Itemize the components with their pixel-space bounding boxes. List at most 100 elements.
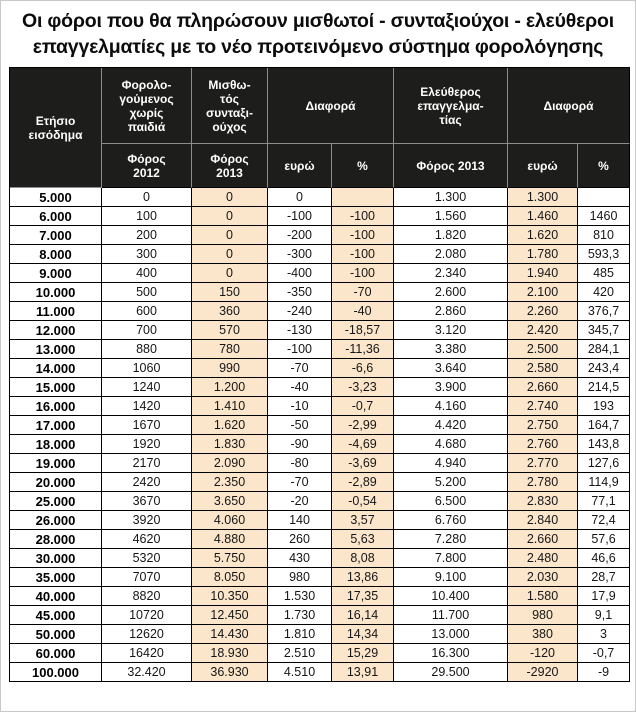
tax-comparison-table: Ετήσιο εισόδημα Φορολο- γούμενος χωρίς π… (9, 67, 630, 683)
cell-tax-2013-employee: 4.060 (192, 511, 268, 531)
cell-diff1-pct: -100 (332, 226, 394, 246)
table-row: 16.000 1420 1.410 -10 -0,7 4.160 2.740 193 (10, 397, 630, 417)
col-subheader-diff2-euro: ευρώ (508, 144, 578, 189)
table-row: 100.000 32.420 36.930 4.510 13,91 29.500 -2920… (10, 663, 630, 683)
table-row: 8.000 300 0 -300 -100 2.080 1.780 593,3 (10, 245, 630, 265)
cell-diff1-euro: -100 (268, 340, 332, 360)
cell-diff2-pct: -9 (578, 663, 630, 683)
cell-tax-2013-freelancer: 2.860 (394, 302, 508, 322)
cell-tax-2012: 5320 (102, 549, 192, 569)
table-row: 6.000 100 0 -100 -100 1.560 1.460 1460 (10, 207, 630, 227)
cell-diff1-euro: -20 (268, 492, 332, 512)
cell-diff2-euro: -2920 (508, 663, 578, 683)
cell-income: 16.000 (10, 397, 102, 417)
cell-diff1-pct: -6,6 (332, 359, 394, 379)
table-row: 60.000 16420 18.930 2.510 15,29 16.300 -120 -0,… (10, 644, 630, 664)
cell-diff1-pct: 13,86 (332, 568, 394, 588)
cell-tax-2012: 500 (102, 283, 192, 303)
cell-diff1-pct: -100 (332, 264, 394, 284)
cell-income: 50.000 (10, 625, 102, 645)
cell-tax-2013-employee: 0 (192, 188, 268, 208)
cell-diff1-pct: -4,69 (332, 435, 394, 455)
cell-tax-2012: 100 (102, 207, 192, 227)
cell-income: 19.000 (10, 454, 102, 474)
table-row: 11.000 600 360 -240 -40 2.860 2.260 376,7 (10, 302, 630, 322)
cell-tax-2013-freelancer: 2.340 (394, 264, 508, 284)
cell-tax-2013-employee: 1.410 (192, 397, 268, 417)
cell-diff1-euro: -130 (268, 321, 332, 341)
cell-income: 25.000 (10, 492, 102, 512)
cell-tax-2013-employee: 3.650 (192, 492, 268, 512)
cell-income: 18.000 (10, 435, 102, 455)
table-row: 28.000 4620 4.880 260 5,63 7.280 2.660 57,6 (10, 530, 630, 550)
cell-diff1-pct: 5,63 (332, 530, 394, 550)
cell-diff2-euro: 1.620 (508, 226, 578, 246)
table-row: 18.000 1920 1.830 -90 -4,69 4.680 2.760 143,8 (10, 435, 630, 455)
cell-diff2-pct: 164,7 (578, 416, 630, 436)
cell-income: 7.000 (10, 226, 102, 246)
table-body: 5.000 0 0 0 1.300 1.300 6.000 100 0 -100 -100 1.560… (10, 188, 630, 683)
cell-tax-2013-freelancer: 3.120 (394, 321, 508, 341)
cell-diff1-pct: -2,99 (332, 416, 394, 436)
cell-diff1-pct: -0,54 (332, 492, 394, 512)
cell-diff2-pct: 3 (578, 625, 630, 645)
cell-diff1-pct: -11,36 (332, 340, 394, 360)
cell-diff2-pct: 127,6 (578, 454, 630, 474)
cell-diff1-pct: -2,89 (332, 473, 394, 493)
col-header-difference-2: Διαφορά (508, 68, 630, 145)
cell-tax-2013-employee: 5.750 (192, 549, 268, 569)
cell-tax-2013-employee: 12.450 (192, 606, 268, 626)
cell-tax-2013-freelancer: 9.100 (394, 568, 508, 588)
table-row: 35.000 7070 8.050 980 13,86 9.100 2.030 28,7 (10, 568, 630, 588)
cell-tax-2013-employee: 990 (192, 359, 268, 379)
col-header-taxpayer-no-children: Φορολο- γούμενος χωρίς παιδιά (102, 68, 192, 145)
cell-diff2-euro: 2.770 (508, 454, 578, 474)
cell-diff2-pct: 9,1 (578, 606, 630, 626)
cell-diff1-euro: -300 (268, 245, 332, 265)
cell-diff2-euro: 2.840 (508, 511, 578, 531)
col-subheader-diff1-percent: % (332, 144, 394, 189)
cell-income: 45.000 (10, 606, 102, 626)
cell-income: 20.000 (10, 473, 102, 493)
cell-tax-2013-freelancer: 1.560 (394, 207, 508, 227)
cell-tax-2012: 12620 (102, 625, 192, 645)
cell-tax-2012: 1240 (102, 378, 192, 398)
cell-diff1-euro: -70 (268, 473, 332, 493)
cell-diff2-pct: 214,5 (578, 378, 630, 398)
cell-diff2-pct: 345,7 (578, 321, 630, 341)
cell-tax-2013-freelancer: 10.400 (394, 587, 508, 607)
cell-income: 60.000 (10, 644, 102, 664)
cell-tax-2013-employee: 4.880 (192, 530, 268, 550)
cell-tax-2013-employee: 14.430 (192, 625, 268, 645)
cell-diff2-euro: 2.740 (508, 397, 578, 417)
cell-diff1-euro: -40 (268, 378, 332, 398)
cell-diff2-euro: 1.780 (508, 245, 578, 265)
table-row: 45.000 10720 12.450 1.730 16,14 11.700 980 9,1 (10, 606, 630, 626)
cell-tax-2012: 1670 (102, 416, 192, 436)
cell-diff1-euro: 4.510 (268, 663, 332, 683)
cell-diff2-euro: 2.660 (508, 530, 578, 550)
cell-diff1-pct: 15,29 (332, 644, 394, 664)
cell-diff2-euro: 2.480 (508, 549, 578, 569)
cell-income: 10.000 (10, 283, 102, 303)
col-header-employee-pensioner: Μισθω- τός συνταξι- ούχος (192, 68, 268, 145)
cell-tax-2013-employee: 10.350 (192, 587, 268, 607)
cell-tax-2012: 16420 (102, 644, 192, 664)
cell-diff1-pct: 8,08 (332, 549, 394, 569)
cell-diff1-pct: -18,57 (332, 321, 394, 341)
cell-tax-2013-employee: 0 (192, 226, 268, 246)
cell-diff1-pct: -70 (332, 283, 394, 303)
table-row: 30.000 5320 5.750 430 8,08 7.800 2.480 46,6 (10, 549, 630, 569)
cell-diff2-pct: 57,6 (578, 530, 630, 550)
cell-income: 5.000 (10, 188, 102, 208)
table-row: 9.000 400 0 -400 -100 2.340 1.940 485 (10, 264, 630, 284)
cell-diff2-pct: 284,1 (578, 340, 630, 360)
cell-tax-2013-freelancer: 1.820 (394, 226, 508, 246)
cell-diff2-pct: 243,4 (578, 359, 630, 379)
table-row: 10.000 500 150 -350 -70 2.600 2.100 420 (10, 283, 630, 303)
cell-tax-2013-freelancer: 6.500 (394, 492, 508, 512)
cell-income: 40.000 (10, 587, 102, 607)
cell-income: 30.000 (10, 549, 102, 569)
cell-tax-2012: 1420 (102, 397, 192, 417)
